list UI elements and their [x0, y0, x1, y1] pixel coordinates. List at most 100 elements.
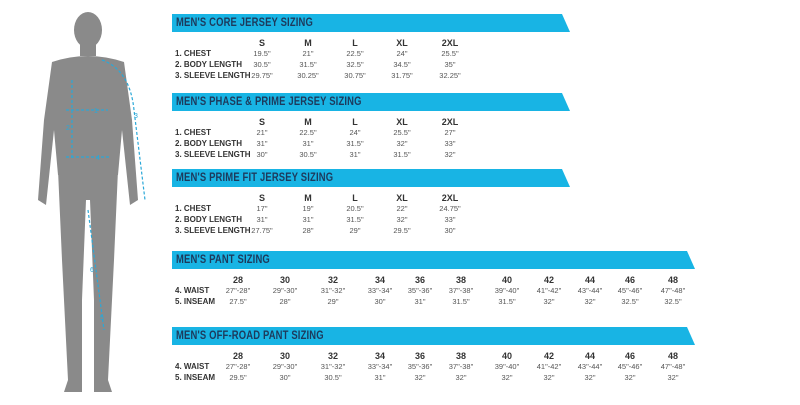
size-header: S — [258, 193, 266, 203]
measurement-value: 31.5" — [346, 215, 364, 224]
table-title: MEN'S PHASE & PRIME JERSEY SIZING — [176, 96, 362, 108]
size-header: 38 — [455, 351, 467, 361]
measurement-label: 1. CHEST — [175, 128, 212, 137]
size-header: 32 — [327, 275, 339, 285]
table-row: 4. WAIST 27"-28" 29"-30" 31"-32" 33"-34" 35"-… — [172, 286, 695, 297]
measurement-value: 41"-42" — [536, 286, 562, 295]
measurement-value: 17" — [256, 204, 268, 213]
table-row: 3. SLEEVE LENGTH 27.75" 28" 29" 29.5" 30" — [172, 226, 570, 237]
measurement-value: 32.5" — [664, 297, 682, 306]
table-row: 2. BODY LENGTH 30.5" 31.5" 32.5" 34.5" 35" — [172, 60, 570, 71]
size-header: S — [258, 38, 266, 48]
table-title-banner: MEN'S OFF-ROAD PANT SIZING — [172, 327, 695, 345]
measurement-value: 25.5" — [393, 128, 411, 137]
size-header: 46 — [624, 275, 636, 285]
measurement-value: 47"-48" — [660, 362, 686, 371]
measurement-value: 41"-42" — [536, 362, 562, 371]
measurement-value: 30" — [374, 297, 386, 306]
size-header: 36 — [414, 275, 426, 285]
measurement-value: 24" — [396, 49, 408, 58]
measurement-value: 19.5" — [253, 49, 271, 58]
size-header: 42 — [543, 275, 555, 285]
size-header: XL — [396, 117, 408, 127]
table-row: 4. WAIST 27"-28" 29"-30" 31"-32" 33"-34" 35"-… — [172, 362, 695, 373]
size-header: L — [352, 117, 358, 127]
size-header: L — [352, 193, 358, 203]
size-grid: 28 30 32 34 36 38 40 42 44 46 48 4. WAIST 27"-28" 29"… — [172, 275, 695, 308]
measurement-value: 43"-44" — [577, 286, 603, 295]
size-header: 30 — [279, 351, 291, 361]
measurement-value: 30" — [279, 373, 291, 382]
measurement-value: 31.5" — [393, 150, 411, 159]
marker-4: 4 — [96, 155, 100, 162]
size-grid: S M L XL 2XL 1. CHEST 17" 19" 20.5" 22" 24.75" 2. B… — [172, 193, 570, 237]
measurement-value: 30.75" — [344, 71, 366, 80]
measurement-value: 28" — [279, 297, 291, 306]
measurement-value: 27.75" — [251, 226, 273, 235]
measurement-value: 30.5" — [253, 60, 271, 69]
table-title: MEN'S PRIME FIT JERSEY SIZING — [176, 172, 334, 184]
measurement-value: 31.5" — [452, 297, 470, 306]
measurement-value: 33" — [444, 139, 456, 148]
table-row: 2. BODY LENGTH 31" 31" 31.5" 32" 33" — [172, 215, 570, 226]
size-header: 38 — [455, 275, 467, 285]
measurement-value: 32" — [414, 373, 426, 382]
measurement-value: 39"-40" — [494, 286, 520, 295]
size-header: 30 — [279, 275, 291, 285]
measurement-value: 32" — [667, 373, 679, 382]
measurement-value: 30.25" — [297, 71, 319, 80]
measurement-value: 25.5" — [441, 49, 459, 58]
measurement-value: 31"-32" — [320, 286, 346, 295]
size-header: 34 — [374, 275, 386, 285]
size-header: M — [304, 38, 312, 48]
measurement-value: 19" — [302, 204, 314, 213]
size-header: 48 — [667, 275, 679, 285]
measurement-value: 32" — [584, 297, 596, 306]
size-header: 2XL — [441, 193, 459, 203]
measurement-value: 21" — [256, 128, 268, 137]
measurement-value: 24" — [349, 128, 361, 137]
size-header: 48 — [667, 351, 679, 361]
measurement-value: 31.5" — [346, 139, 364, 148]
table-row: 1. CHEST 17" 19" 20.5" 22" 24.75" — [172, 204, 570, 215]
size-header: 32 — [327, 351, 339, 361]
measurement-value: 45"-46" — [617, 286, 643, 295]
measurement-value: 31" — [414, 297, 426, 306]
size-header-row: S M L XL 2XL — [172, 117, 570, 128]
size-header: 42 — [543, 351, 555, 361]
measurement-label: 4. WAIST — [175, 286, 210, 295]
table-row: 5. INSEAM 29.5" 30" 30.5" 31" 32" 32" 32" 32" 32"… — [172, 373, 695, 384]
table-row: 3. SLEEVE LENGTH 30" 30.5" 31" 31.5" 32" — [172, 150, 570, 161]
measurement-value: 22" — [396, 204, 408, 213]
measurement-value: 31"-32" — [320, 362, 346, 371]
measurement-value: 27" — [444, 128, 456, 137]
measurement-value: 30.5" — [299, 150, 317, 159]
measurement-label: 2. BODY LENGTH — [175, 139, 242, 148]
measurement-value: 28" — [302, 226, 314, 235]
size-header: 34 — [374, 351, 386, 361]
measurement-label: 5. INSEAM — [175, 297, 216, 306]
size-header: 2XL — [441, 117, 459, 127]
measurement-value: 32.5" — [621, 297, 639, 306]
marker-5: 5 — [100, 315, 104, 322]
table-title-banner: MEN'S CORE JERSEY SIZING — [172, 14, 570, 32]
size-grid: S M L XL 2XL 1. CHEST 21" 22.5" 24" 25.5" 27" 2. BO… — [172, 117, 570, 161]
sizing-table: MEN'S PHASE & PRIME JERSEY SIZING S M L XL 2X… — [172, 93, 570, 161]
table-title: MEN'S OFF-ROAD PANT SIZING — [176, 330, 324, 342]
measurement-value: 31" — [256, 215, 268, 224]
measurement-value: 32" — [543, 373, 555, 382]
size-header: XL — [396, 193, 408, 203]
measurement-value: 31" — [302, 215, 314, 224]
size-header: XL — [396, 38, 408, 48]
measurement-value: 27"-28" — [225, 286, 251, 295]
human-silhouette-icon: 1 2 3 4 5 6 — [38, 12, 146, 392]
size-header: S — [258, 117, 266, 127]
measurement-label: 3. SLEEVE LENGTH — [175, 226, 251, 235]
measurement-value: 30" — [256, 150, 268, 159]
size-header: 46 — [624, 351, 636, 361]
table-title: MEN'S CORE JERSEY SIZING — [176, 17, 314, 29]
measurement-value: 20.5" — [346, 204, 364, 213]
measurement-value: 29"-30" — [272, 362, 298, 371]
measurement-value: 21" — [302, 49, 314, 58]
size-grid: S M L XL 2XL 1. CHEST 19.5" 21" 22.5" 24" 25.5" 2. … — [172, 38, 570, 82]
